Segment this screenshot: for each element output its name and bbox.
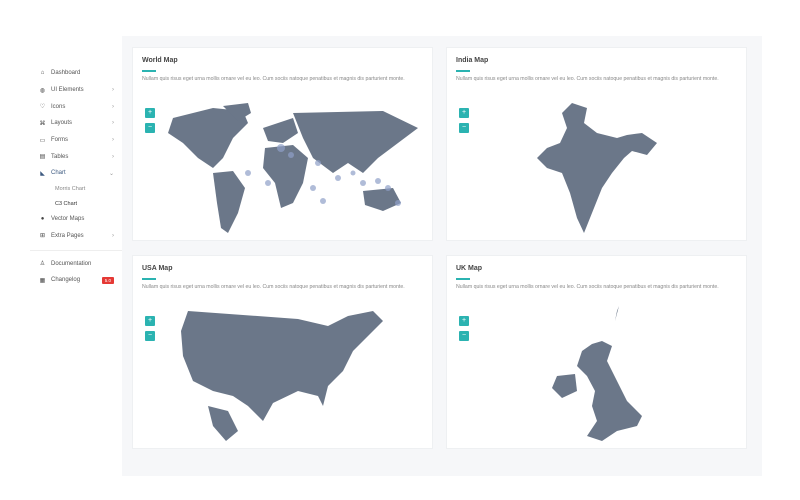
zoom-in-button[interactable]: + (145, 108, 155, 118)
sidebar-item-chart[interactable]: ◣ Chart ⌄ (30, 165, 122, 182)
chevron-right-icon: › (112, 232, 114, 239)
sidebar-item-dashboard[interactable]: ⌂ Dashboard (30, 65, 122, 82)
chevron-right-icon: › (112, 87, 114, 94)
label: Vector Maps (51, 216, 85, 223)
label: Dashboard (51, 70, 81, 77)
label: Layouts (51, 120, 73, 127)
chart-icon: ◣ (40, 170, 45, 177)
card-text: Nullam quis risus eget urna mollis ornar… (456, 75, 719, 82)
zoom-in-button[interactable]: + (145, 316, 155, 326)
card-text: Nullam quis risus eget urna mollis ornar… (142, 75, 405, 82)
card-title: World Map (142, 57, 178, 64)
sidebar-item-extra-pages[interactable]: ⊞ Extra Pages › (30, 228, 122, 245)
usa-map-card: USA Map Nullam quis risus eget urna moll… (132, 255, 433, 449)
chevron-right-icon: › (112, 137, 114, 144)
zoom-out-button[interactable]: − (459, 331, 469, 341)
zoom-out-button[interactable]: − (459, 123, 469, 133)
map-markers (245, 144, 401, 206)
usa-map[interactable] (178, 311, 393, 446)
version-badge: 5.0 (101, 276, 114, 284)
label: Documentation (51, 260, 92, 267)
sidebar-subitem-c3-chart[interactable]: C3 Chart (55, 200, 78, 207)
chevron-right-icon: › (112, 103, 114, 110)
label: Chart (51, 170, 66, 177)
chevron-right-icon: › (112, 153, 114, 160)
sidebar-item-changelog[interactable]: ▦ Changelog 5.0 (30, 272, 122, 289)
uk-map[interactable] (547, 306, 647, 446)
zoom-out-button[interactable]: − (145, 331, 155, 341)
main-content: World Map Nullam quis risus eget urna mo… (122, 36, 762, 476)
zoom-in-button[interactable]: + (459, 316, 469, 326)
sidebar-item-vector-maps[interactable]: ● Vector Maps (30, 211, 122, 228)
list-icon: ▦ (39, 277, 46, 284)
sidebar-item-icons[interactable]: ♡ Icons › (30, 98, 122, 115)
map-pin-icon: ● (40, 216, 45, 223)
heart-icon: ♡ (39, 104, 46, 111)
india-map-card: India Map Nullam quis risus eget urna mo… (446, 47, 747, 241)
world-map[interactable] (153, 103, 423, 238)
chevron-down-icon: ⌄ (108, 170, 114, 177)
uk-map-card: UK Map Nullam quis risus eget urna molli… (446, 255, 747, 449)
card-title: USA Map (142, 265, 173, 272)
title-underline (142, 278, 156, 280)
label: Icons (51, 103, 66, 110)
zoom-out-button[interactable]: − (145, 123, 155, 133)
sidebar-item-layouts[interactable]: ⌘ Layouts › (30, 115, 122, 132)
divider (30, 250, 122, 252)
grid-icon: ⌘ (39, 120, 46, 127)
title-underline (456, 70, 470, 72)
card-title: India Map (456, 57, 489, 64)
sidebar: ⌂ Dashboard ◍ UI Elements › ♡ Icons › ⌘ Layout… (30, 65, 122, 289)
label: Changelog (51, 277, 81, 284)
sidebar-item-ui-elements[interactable]: ◍ UI Elements › (30, 82, 122, 99)
card-text: Nullam quis risus eget urna mollis ornar… (142, 283, 405, 290)
globe-icon: ◍ (39, 87, 46, 94)
label: UI Elements (51, 87, 84, 94)
sidebar-item-forms[interactable]: ▭ Forms › (30, 132, 122, 149)
sidebar-item-documentation[interactable]: ♙ Documentation (30, 255, 122, 272)
title-underline (142, 70, 156, 72)
label: Tables (51, 153, 69, 160)
sidebar-item-tables[interactable]: ▤ Tables › (30, 148, 122, 165)
india-map[interactable] (532, 103, 662, 238)
label: Forms (51, 137, 68, 144)
label: Extra Pages (51, 232, 84, 239)
title-underline (456, 278, 470, 280)
zoom-in-button[interactable]: + (459, 108, 469, 118)
card-text: Nullam quis risus eget urna mollis ornar… (456, 283, 719, 290)
table-icon: ▤ (39, 154, 46, 161)
chevron-right-icon: › (112, 120, 114, 127)
world-map-card: World Map Nullam quis risus eget urna mo… (132, 47, 433, 241)
home-icon: ⌂ (40, 70, 45, 77)
pages-icon: ⊞ (39, 233, 46, 240)
document-icon: ♙ (39, 261, 46, 268)
sidebar-subitem-morris-chart[interactable]: Morris Chart (55, 186, 86, 193)
card-title: UK Map (456, 265, 483, 272)
form-icon: ▭ (39, 137, 46, 144)
